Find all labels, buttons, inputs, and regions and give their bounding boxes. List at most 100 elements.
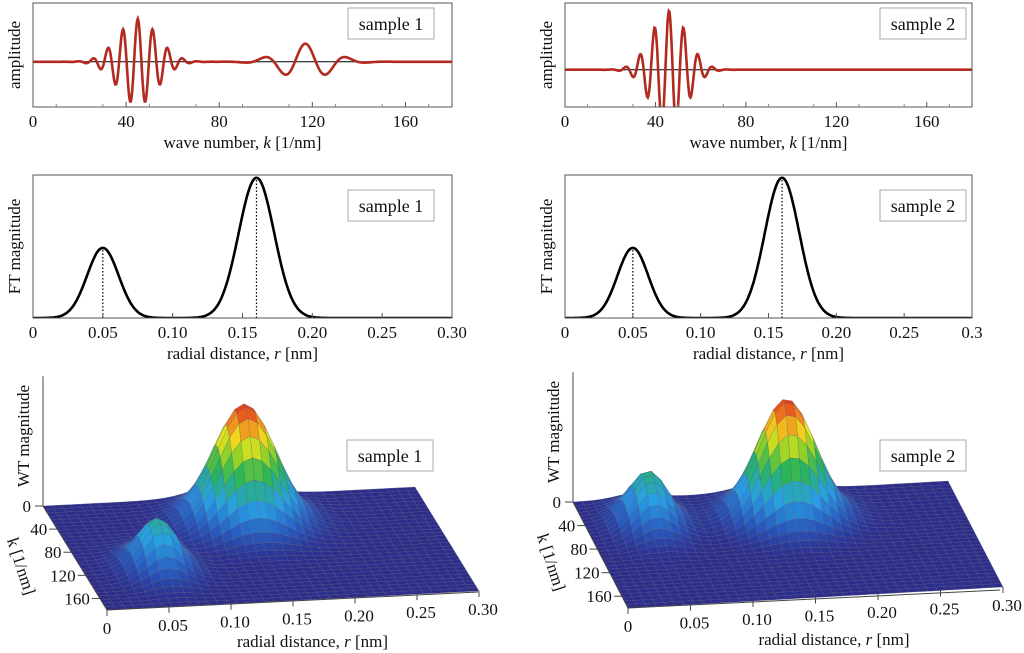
- x-axis-label-pre: radial distance,: [693, 344, 800, 363]
- y-axis-label: amplitude: [5, 21, 24, 89]
- legend-label: sample 1: [359, 14, 424, 34]
- x-tick-label: 0.3: [961, 323, 982, 342]
- surface-cell: [991, 583, 1004, 588]
- x-axis-label: wave number, k [1/nm]: [164, 133, 322, 152]
- x-axis-label-post: [1/nm]: [797, 133, 848, 152]
- x-tick-label: 160: [914, 112, 940, 131]
- x-tick-label: 0.10: [220, 613, 250, 632]
- legend-box: [347, 189, 435, 222]
- x-tick-label: 0: [624, 617, 633, 636]
- x-tick-label: 0.25: [930, 600, 960, 619]
- y-tick-label: 80: [570, 540, 587, 559]
- x-axis-label-var: r: [344, 632, 351, 651]
- y-tick-label: 80: [44, 543, 61, 562]
- z-axis-label: WT magnitude: [544, 381, 563, 483]
- y-axis-label: k [1/nm]: [3, 535, 39, 597]
- z-axis-label: WT magnitude: [14, 385, 33, 487]
- chart-wave2: 0 40 80 120 160 wave number, k [1/nm] amplitud…: [537, 2, 973, 152]
- x-tick-label: 0: [103, 619, 112, 638]
- x-tick-label: 0.30: [468, 600, 498, 619]
- surface-cell: [984, 569, 997, 574]
- legend-label: sample 2: [891, 196, 956, 216]
- surface-cell: [967, 537, 980, 542]
- chart-wt2: 0 0 0.05 0.10 0.15 0.20 0.25 0.30 40 80 120 160 radi…: [533, 372, 1022, 649]
- x-tick-label: 0.10: [686, 323, 716, 342]
- legend-box: [879, 7, 967, 40]
- k-axis: [42, 505, 108, 611]
- y-axis-label: FT magnitude: [537, 199, 556, 295]
- x-axis-label: wave number, k [1/nm]: [690, 133, 848, 152]
- x-axis-label-var: r: [866, 630, 873, 649]
- x-axis-label-pre: radial distance,: [237, 632, 344, 651]
- surface-cell: [989, 579, 1002, 585]
- x-tick-label: 120: [300, 112, 326, 131]
- surface-cell: [951, 505, 964, 511]
- surface-cell: [978, 558, 991, 564]
- legend-box: [879, 439, 967, 472]
- x-tick-label: 0.05: [88, 323, 118, 342]
- x-tick-label: 0.10: [742, 610, 772, 629]
- legend-box: [346, 439, 434, 472]
- x-axis-label: radial distance, r [nm]: [167, 344, 318, 363]
- x-tick-label: 0.15: [805, 607, 835, 626]
- legend-box: [347, 7, 435, 40]
- x-axis-label-pre: radial distance,: [758, 630, 865, 649]
- y-tick-label: 120: [50, 566, 76, 585]
- x-tick-label: 40: [647, 112, 664, 131]
- x-axis-label-var: k: [263, 133, 271, 152]
- x-tick-label: 120: [824, 112, 850, 131]
- x-axis-label-post: [1/nm]: [271, 133, 322, 152]
- legend-label: sample 1: [358, 446, 423, 466]
- surface-cell: [945, 494, 958, 500]
- y-axis-label: FT magnitude: [5, 199, 24, 295]
- chart-wt1: 0 0 0.05 0.10 0.15 0.20 0.25 0.30 40 80 120 160 radi…: [3, 376, 498, 651]
- x-axis-label-pre: wave number,: [690, 133, 790, 152]
- surface-cell: [962, 526, 975, 532]
- y-tick-label: 40: [30, 520, 47, 539]
- x-tick-label: 80: [211, 112, 228, 131]
- x-tick-label: 0: [561, 323, 570, 342]
- data-line: [565, 7, 972, 107]
- surface-cell: [973, 547, 986, 553]
- x-tick-label: 40: [118, 112, 135, 131]
- legend-box: [879, 189, 967, 222]
- x-axis-label-post: [nm]: [281, 344, 318, 363]
- x-tick-label: 0.25: [367, 323, 397, 342]
- x-axis-label-var: r: [274, 344, 281, 363]
- y-axis-label: k [1/nm]: [533, 531, 569, 593]
- x-tick-label: 0.05: [158, 616, 188, 635]
- surface-cell: [940, 484, 953, 489]
- y-axis-label: amplitude: [537, 21, 556, 89]
- data-line: [33, 14, 452, 103]
- x-tick-label: 0.20: [297, 323, 327, 342]
- x-tick-label: 0.10: [158, 323, 188, 342]
- surface-cell: [456, 569, 469, 575]
- chart-wave1: 0 40 80 120 160 wave number, k [1/nm] amplitud…: [5, 2, 453, 152]
- x-tick-label: 0.20: [821, 323, 851, 342]
- x-tick-label: 0.05: [618, 323, 648, 342]
- surface-cell: [430, 528, 444, 533]
- z-tick-label: 0: [23, 497, 32, 516]
- surface-cell: [437, 538, 450, 544]
- x-axis-label-post: [nm]: [351, 632, 388, 651]
- x-tick-label: 0: [29, 323, 38, 342]
- x-tick-label: 0.30: [437, 323, 467, 342]
- surface-cell: [467, 587, 480, 592]
- y-tick-label: 160: [586, 587, 612, 606]
- x-axis-label-post: [nm]: [872, 630, 909, 649]
- k-axis: [572, 501, 629, 609]
- z-tick-label: 0: [553, 493, 562, 512]
- x-tick-label: 0.15: [282, 610, 312, 629]
- x-axis-label-var: r: [800, 344, 807, 363]
- x-tick-label: 0: [29, 112, 38, 131]
- x-axis-label-pre: wave number,: [164, 133, 264, 152]
- legend-label: sample 2: [891, 446, 956, 466]
- x-tick-label: 0.15: [754, 323, 784, 342]
- surface-cell: [405, 486, 418, 492]
- surface-cell: [450, 559, 463, 564]
- y-tick-label: 120: [574, 564, 600, 583]
- legend-label: sample 2: [891, 14, 956, 34]
- surface-cell: [462, 580, 476, 585]
- x-tick-label: 0.25: [889, 323, 919, 342]
